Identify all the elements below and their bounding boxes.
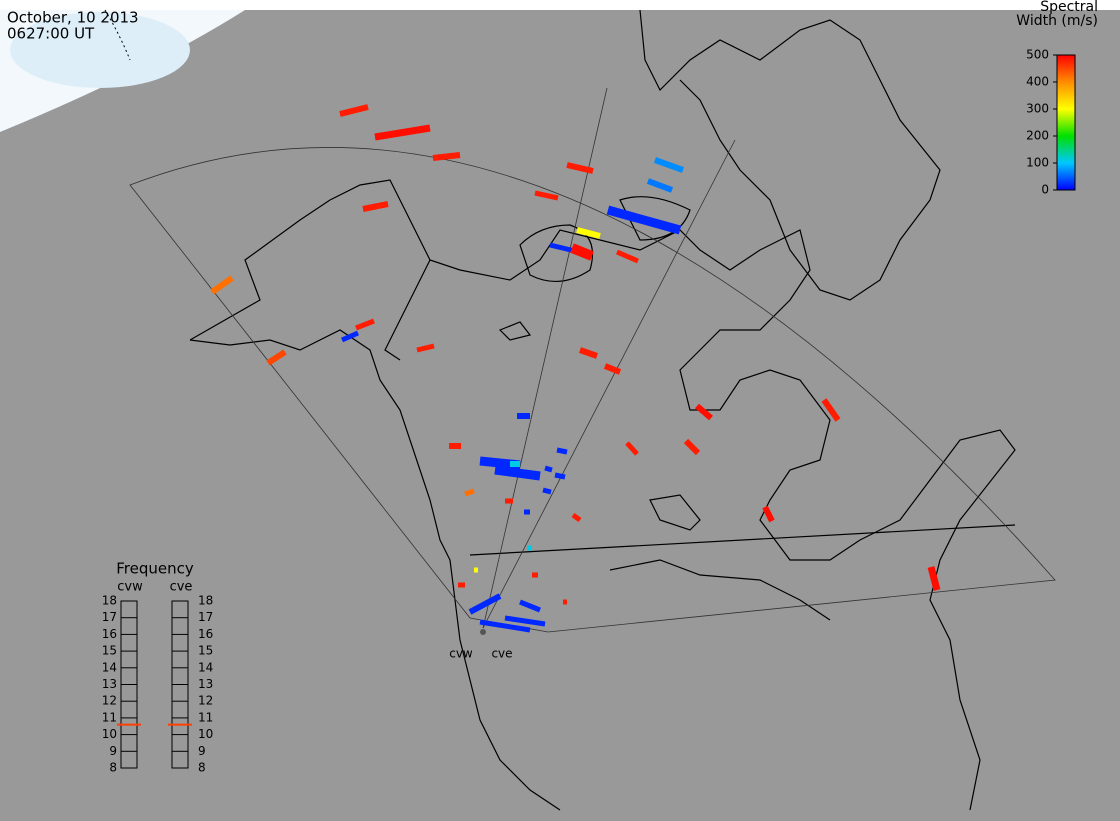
echo [762,505,775,523]
echo [355,318,375,331]
echo [494,465,541,481]
frequency-label: 13 [102,677,117,691]
site-label: cve [491,647,512,661]
terminator [104,9,131,61]
echo [653,157,685,173]
top-strip [0,0,1120,10]
colorbar-label: 500 [1026,48,1049,62]
radar-name: cvw [117,580,143,595]
radar-site [480,629,486,635]
echo [616,249,639,264]
echo [468,593,502,615]
frequency-label: 18 [102,594,117,608]
frequency-label: 17 [102,610,117,624]
echo [519,599,541,613]
echo [479,619,531,633]
echo [504,615,546,627]
site-label: cvw [449,647,473,661]
frequency-label: 12 [102,694,117,708]
colorbar [1056,54,1076,191]
echo [374,124,431,141]
echo [566,162,594,174]
echo [432,152,461,161]
echo [362,201,389,212]
frequency-label: 16 [198,627,213,641]
colorbar-title: Width (m/s) [1016,13,1098,29]
ice-region [10,12,190,88]
frequency-label: 10 [102,727,117,741]
echo [549,242,576,254]
date: October, 10 2013 [7,9,139,27]
echo [554,472,566,480]
colorbar-title: Spectral [1040,0,1098,15]
echo [544,465,553,473]
frequency-label: 13 [198,677,213,691]
echo [542,487,552,495]
frequency-label: 11 [102,710,117,724]
time: 0627:00 UT [7,25,95,43]
echo [579,347,598,359]
frequency-label: 14 [102,660,117,674]
frequency-label: 9 [109,744,117,758]
frequency-label: 15 [102,644,117,658]
echo [570,243,594,261]
echo [340,330,360,343]
echo [556,447,568,455]
echo [416,343,435,353]
colorbar-label: 400 [1026,75,1049,89]
frequency-label: 18 [198,594,213,608]
echo [571,512,582,523]
echo [339,104,369,117]
radar-name: cve [170,580,193,595]
echo [576,227,601,239]
echo [606,205,682,235]
coastlines [189,9,1016,811]
echo [927,566,941,591]
colorbar-label: 0 [1041,183,1049,197]
frequency-label: 12 [198,694,213,708]
frequency-label: 17 [198,610,213,624]
frequency-label: 10 [198,727,213,741]
echo [646,178,674,193]
colorbar-label: 100 [1026,156,1049,170]
echo [821,398,841,422]
frequency-label: 14 [198,660,213,674]
echo [210,275,234,295]
echo [603,363,622,375]
colorbar-label: 300 [1026,102,1049,116]
echo [683,438,701,456]
echo [464,488,475,497]
frequency-label: 15 [198,644,213,658]
radar-fan [129,87,1056,633]
frequency-label: 11 [198,710,213,724]
frequency-label: 8 [109,761,117,775]
echoes [210,104,941,633]
frequency-label: 9 [198,744,206,758]
frequency-title: Frequency [116,560,194,578]
colorbar-label: 200 [1026,129,1049,143]
echo [534,190,559,201]
echo [625,441,639,456]
echo [695,403,713,421]
frequency-label: 8 [198,761,206,775]
frequency-label: 16 [102,627,117,641]
echo [266,349,287,366]
